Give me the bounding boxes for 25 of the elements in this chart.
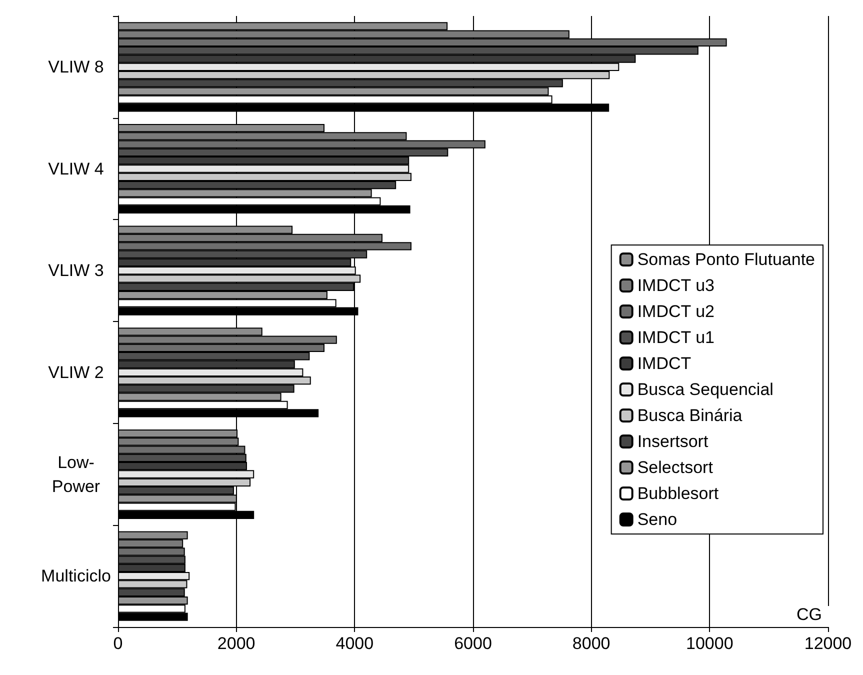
x-tick-label: 6000	[454, 634, 492, 653]
y-tick-label: Multiciclo	[41, 566, 111, 586]
x-axis-title: CG	[796, 605, 822, 624]
legend-label: Busca Binária	[637, 406, 743, 425]
legend-label: Selectsort	[637, 458, 714, 477]
legend-label: Seno	[637, 510, 678, 529]
x-tick-label: 8000	[572, 634, 610, 653]
legend-label: Insertsort	[637, 432, 708, 451]
legend-label: IMDCT u2	[637, 302, 714, 321]
legend-label: IMDCT	[637, 354, 692, 373]
y-tick-label: VLIW 8	[48, 57, 104, 76]
y-tick-label: VLIW 3	[48, 261, 104, 280]
x-tick-label: 0	[113, 634, 123, 653]
legend-label: Bubblesort	[637, 484, 719, 503]
y-tick-label: Low- Power	[52, 452, 100, 496]
y-tick-label: VLIW 2	[48, 362, 104, 382]
x-tick-label: 12000	[804, 634, 852, 653]
legend-label: IMDCT u1	[637, 328, 714, 347]
y-tick-label: VLIW 4	[48, 159, 104, 178]
legend-label: Busca Sequencial	[637, 380, 774, 399]
x-tick-label: 10000	[686, 634, 734, 653]
x-tick-label: 4000	[336, 634, 374, 653]
legend-label: IMDCT u3	[637, 276, 714, 295]
legend-label: Somas Ponto Flutuante	[637, 250, 816, 269]
x-tick-label: 2000	[217, 634, 256, 653]
